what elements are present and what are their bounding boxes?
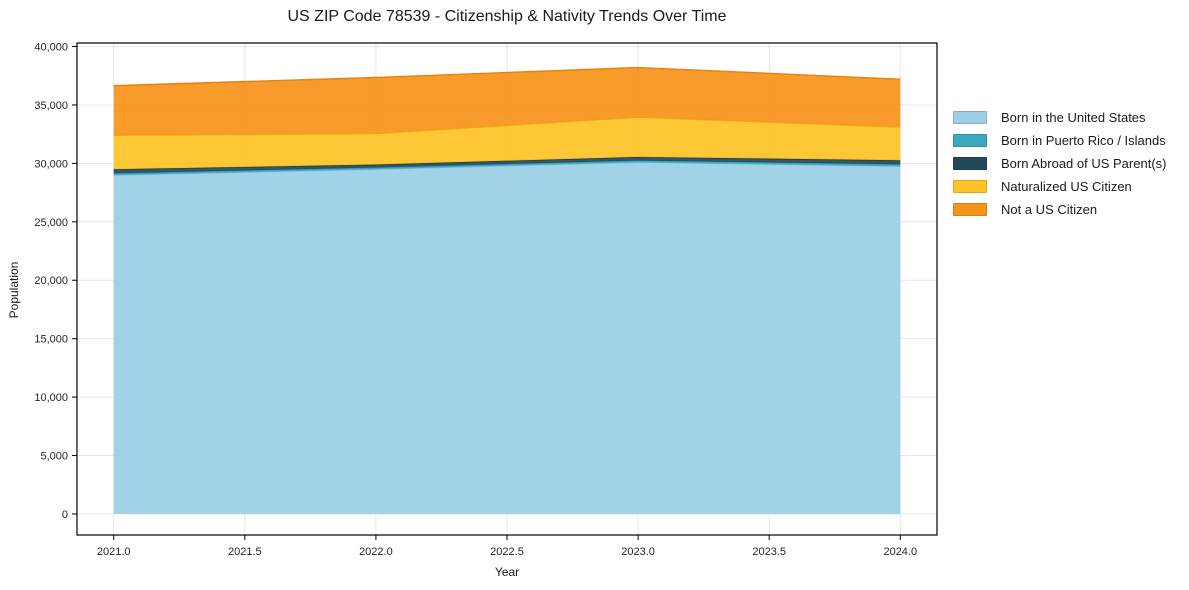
area-born-abroad-of-us-parent-s- — [113, 156, 901, 174]
y-tick-label: 25,000 — [34, 217, 68, 229]
x-tick-label: 2023.5 — [752, 546, 786, 558]
legend-swatch — [953, 157, 987, 170]
y-tick-label: 40,000 — [34, 42, 68, 54]
x-axis-label: Year — [494, 565, 520, 579]
y-tick-label: 20,000 — [34, 275, 68, 287]
legend-item: Born Abroad of US Parent(s) — [953, 152, 1166, 175]
legend-label: Not a US Citizen — [1001, 202, 1098, 217]
legend-label: Born in the United States — [1001, 110, 1146, 125]
y-tick-label: 35,000 — [34, 100, 68, 112]
area-not-a-us-citizen — [113, 67, 901, 136]
legend-item: Not a US Citizen — [953, 198, 1166, 221]
y-axis-label: Population — [7, 261, 21, 319]
y-tick-label: 5,000 — [40, 451, 68, 463]
area-born-in-the-united-states — [113, 162, 901, 514]
area-naturalized-us-citizen — [113, 117, 901, 170]
legend-item: Born in the United States — [953, 106, 1166, 129]
legend-item: Naturalized US Citizen — [953, 175, 1166, 198]
x-tick-label: 2021.0 — [97, 546, 131, 558]
y-tick-label: 10,000 — [34, 392, 68, 404]
legend-item: Born in Puerto Rico / Islands — [953, 129, 1166, 152]
x-tick-label: 2022.5 — [490, 546, 524, 558]
area-edge — [113, 66, 901, 87]
legend: Born in the United States Born in Puerto … — [953, 106, 1166, 221]
legend-label: Born in Puerto Rico / Islands — [1001, 133, 1166, 148]
x-tick-label: 2021.5 — [228, 546, 262, 558]
legend-swatch — [953, 111, 987, 124]
chart-title: US ZIP Code 78539 - Citizenship & Nativi… — [287, 8, 727, 25]
legend-swatch — [953, 134, 987, 147]
x-tick-label: 2022.0 — [359, 546, 393, 558]
x-tick-label: 2024.0 — [883, 546, 917, 558]
legend-swatch — [953, 180, 987, 193]
y-tick-label: 30,000 — [34, 158, 68, 170]
y-tick-label: 15,000 — [34, 334, 68, 346]
legend-label: Born Abroad of US Parent(s) — [1001, 156, 1167, 171]
legend-swatch — [953, 203, 987, 216]
y-tick-label: 0 — [62, 509, 68, 521]
x-tick-label: 2023.0 — [621, 546, 655, 558]
legend-label: Naturalized US Citizen — [1001, 179, 1132, 194]
